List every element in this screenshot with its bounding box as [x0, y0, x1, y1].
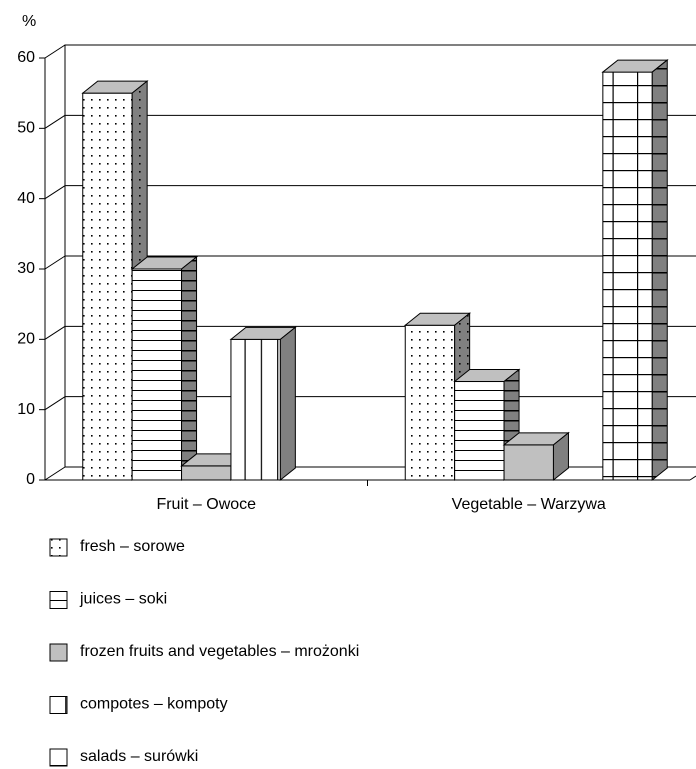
bar [82, 92, 133, 481]
legend-label: fresh – sorowe [80, 538, 185, 555]
bar-side [279, 326, 296, 482]
legend-swatch [49, 748, 68, 767]
bar [181, 465, 232, 481]
legend-label: salads – surówki [80, 748, 198, 765]
bar [404, 324, 456, 481]
bar-side [181, 255, 198, 482]
bar [230, 338, 281, 481]
bar [503, 444, 554, 481]
grid-diagonal [44, 185, 66, 200]
legend-swatch [49, 591, 68, 609]
y-tick-label: 10 [17, 401, 35, 418]
bar [131, 268, 183, 481]
bar-side [651, 59, 668, 482]
y-tick-label: 60 [17, 49, 35, 66]
y-tick-label: 30 [17, 260, 35, 277]
y-axis-label: % [22, 13, 36, 30]
legend-swatch [49, 538, 68, 557]
grid-diagonal [44, 255, 66, 270]
x-tick-label: Vegetable – Warzywa [452, 496, 606, 513]
y-tick-label: 20 [17, 331, 35, 348]
y-tick-label: 40 [17, 190, 35, 207]
legend-swatch [49, 696, 68, 714]
grid-diagonal [44, 396, 66, 411]
y-tick-label: 0 [26, 471, 35, 488]
grid-diagonal [44, 466, 66, 481]
y-tick-label: 50 [17, 120, 35, 137]
grid-diagonal [44, 114, 66, 129]
grid-diagonal [44, 44, 66, 59]
floor-right [689, 475, 696, 481]
legend-swatch [49, 643, 68, 662]
legend-label: compotes – kompoty [80, 696, 228, 713]
bar [454, 381, 505, 481]
bar-side [552, 431, 569, 482]
legend-label: juices – soki [79, 591, 167, 608]
x-tick-label: Fruit – Owoce [156, 496, 256, 513]
grid-diagonal [44, 325, 66, 340]
bar [602, 71, 653, 481]
legend-label: frozen fruits and vegetables – mrożonki [80, 643, 359, 660]
